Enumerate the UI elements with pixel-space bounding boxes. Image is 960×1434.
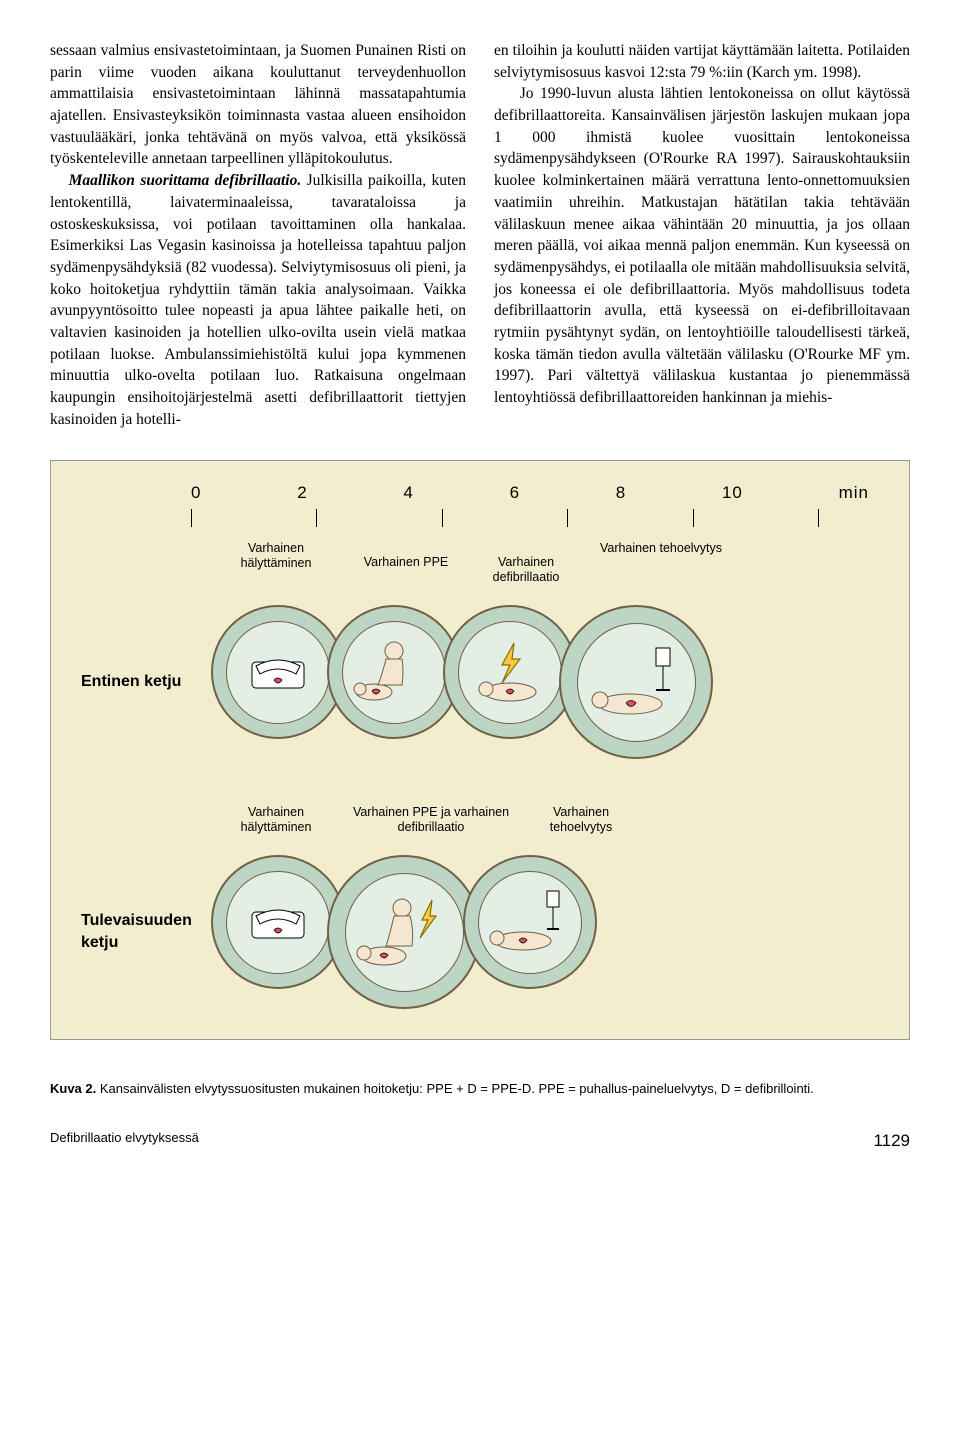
page-number: 1129 <box>873 1129 910 1153</box>
chain2-circle-1 <box>211 855 345 989</box>
column-left: sessaan valmius ensivastetoimintaan, ja … <box>50 40 466 430</box>
phone-icon <box>250 902 306 942</box>
column-right: en tiloihin ja koulutti näiden vartijat … <box>494 40 910 430</box>
timeline-labels: 0 2 4 6 8 10 min <box>191 481 869 505</box>
caption-label: Kuva 2. <box>50 1081 96 1096</box>
tick-6: 6 <box>510 481 520 505</box>
chain1-circle-4 <box>559 605 713 759</box>
chain1-label-2: Varhainen defibrillaatio <box>471 541 581 585</box>
tick-10: 10 <box>722 481 743 505</box>
chain2-title: Tulevaisuuden ketju <box>81 910 211 955</box>
chain2-label-2: Varhainen tehoelvytys <box>521 805 641 835</box>
figure-panel: 0 2 4 6 8 10 min Varhainen hälyttäminen … <box>50 460 910 1040</box>
chain1-row: Entinen ketju <box>81 605 879 759</box>
body-text-columns: sessaan valmius ensivastetoimintaan, ja … <box>50 40 910 430</box>
chain1-label-3: Varhainen tehoelvytys <box>591 541 731 585</box>
paragraph-1a: sessaan valmius ensivastetoimintaan, ja … <box>50 42 466 167</box>
chain1-circles <box>211 605 713 759</box>
phone-icon <box>250 652 306 692</box>
chain2-row: Tulevaisuuden ketju <box>81 855 879 1009</box>
timeline: 0 2 4 6 8 10 min <box>191 481 869 541</box>
cpr-icon <box>354 637 434 707</box>
tick-0: 0 <box>191 481 201 505</box>
chain1-label-1: Varhainen PPE <box>351 541 461 585</box>
advanced-care-icon <box>485 885 575 959</box>
figure-caption: Kuva 2. Kansainvälisten elvytyssuositust… <box>50 1080 910 1098</box>
running-head: Defibrillaatio elvytyksessä <box>50 1129 199 1153</box>
chain2-circles <box>211 855 597 1009</box>
timeline-tick-marks <box>191 509 869 527</box>
chain1-title: Entinen ketju <box>81 671 211 693</box>
tick-8: 8 <box>616 481 626 505</box>
chain1-labels: Varhainen hälyttäminen Varhainen PPE Var… <box>211 541 879 585</box>
chain1-circle-2 <box>327 605 461 739</box>
chain2-label-0: Varhainen hälyttäminen <box>211 805 341 835</box>
tick-2: 2 <box>297 481 307 505</box>
chain1-circle-1 <box>211 605 345 739</box>
paragraph-1b: Julkisilla paikoilla, kuten lentokentill… <box>50 172 466 428</box>
paragraph-emph: Maallikon suorittama defibrillaatio. <box>69 172 302 189</box>
tick-min: min <box>839 481 869 505</box>
caption-text: Kansainvälisten elvytyssuositusten mukai… <box>96 1081 814 1096</box>
chain2-circle-3 <box>463 855 597 989</box>
chain1-label-0: Varhainen hälyttäminen <box>211 541 341 585</box>
advanced-care-icon <box>586 640 686 724</box>
page-footer: Defibrillaatio elvytyksessä 1129 <box>50 1129 910 1153</box>
chain2-label-1: Varhainen PPE ja varhainen defibrillaati… <box>351 805 511 835</box>
chain1-circle-3 <box>443 605 577 739</box>
defib-icon <box>470 637 550 707</box>
tick-4: 4 <box>403 481 413 505</box>
chain2-labels: Varhainen hälyttäminen Varhainen PPE ja … <box>211 805 879 835</box>
paragraph-2: en tiloihin ja koulutti näiden vartijat … <box>494 42 914 406</box>
cpr-defib-icon <box>354 890 454 974</box>
chain2-circle-2 <box>327 855 481 1009</box>
